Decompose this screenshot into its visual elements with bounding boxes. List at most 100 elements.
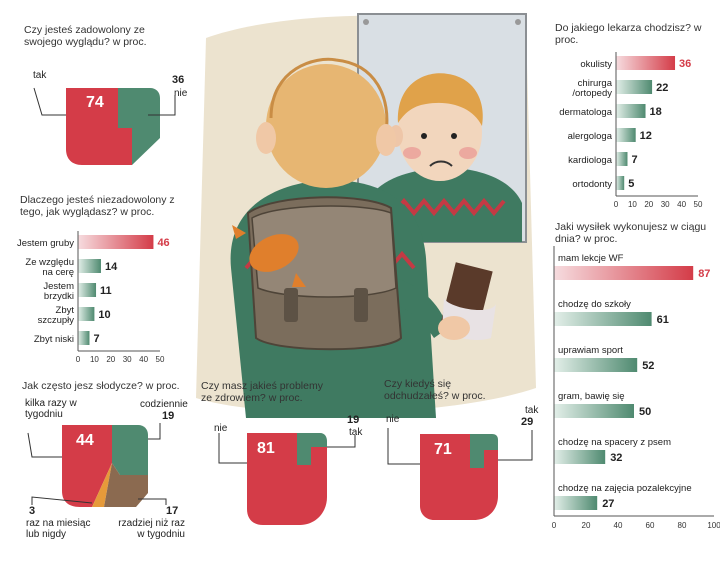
category-label: Zbyt [56, 305, 75, 316]
satisfaction-title: Czy jesteś zadowolony ze swojego wyglądu… [24, 24, 147, 48]
satisfaction-yes-value: 74 [86, 94, 104, 111]
bar [554, 496, 598, 510]
value-label: 5 [628, 178, 634, 190]
category-label: Jestem [43, 281, 74, 292]
value-label: 22 [656, 82, 668, 94]
bar [78, 307, 95, 321]
pie-slice-nie [247, 433, 327, 525]
value-label: 11 [100, 285, 112, 297]
why-unhappy-title: Dlaczego jesteś niezadowolony z tego, ja… [20, 194, 175, 218]
sweets-value-3: 3 [29, 505, 36, 517]
diet-yes-label: tak [525, 405, 539, 416]
category-label: brzydki [44, 291, 74, 302]
tick-label: 0 [76, 355, 81, 364]
activity-title: Jaki wysiłek wykonujesz w ciągu dnia? w … [555, 221, 707, 245]
satisfaction-yes-label: tak [33, 70, 47, 81]
value-label: 61 [657, 314, 669, 326]
tick-label: 50 [694, 200, 703, 209]
pie-slice-nie [118, 88, 160, 165]
value-label: 14 [105, 261, 118, 273]
diet-title: Czy kiedyś się odchudzałeś? w proc. [384, 378, 486, 402]
tick-label: 40 [139, 355, 148, 364]
health-no-value: 81 [257, 440, 275, 457]
tick-label: 10 [628, 200, 637, 209]
category-label: Ze względu [25, 257, 74, 268]
category-label: uprawiam sport [558, 345, 623, 356]
tick-label: 30 [661, 200, 670, 209]
health-no-label: nie [214, 423, 228, 434]
health-title: Czy masz jakieś problemy ze zdrowiem? w … [201, 380, 323, 404]
tick-label: 100 [707, 521, 720, 530]
tick-label: 40 [614, 521, 623, 530]
tick-label: 0 [614, 200, 619, 209]
category-label: kardiologa [568, 155, 613, 166]
mirror [357, 13, 527, 243]
diet-no-value: 71 [434, 441, 452, 458]
backpack [232, 196, 403, 351]
value-label: 7 [631, 154, 637, 166]
diet-pie: 71 [387, 428, 533, 520]
value-label: 7 [93, 333, 99, 345]
tick-label: 10 [90, 355, 99, 364]
tick-label: 80 [678, 521, 687, 530]
pie-slice-nie [420, 434, 498, 520]
bar [554, 358, 638, 372]
tick-label: 30 [123, 355, 132, 364]
bar [554, 450, 606, 464]
sweets-label-4: rzadziej niż raz w tygodniu [118, 518, 185, 540]
value-label: 50 [639, 406, 651, 418]
chocolate [438, 262, 496, 341]
tick-label: 20 [582, 521, 591, 530]
sweets-value-1: 44 [76, 432, 94, 449]
diet-no-label: nie [386, 414, 400, 425]
tick-label: 20 [106, 355, 115, 364]
bar [616, 104, 646, 118]
value-label: 10 [98, 309, 110, 321]
pie-slice-tak [297, 433, 327, 465]
health-yes-value: 19 [347, 414, 360, 426]
tick-label: 40 [677, 200, 686, 209]
value-label: 18 [650, 106, 662, 118]
sweets-label-3: raz na miesiąc lub nigdy [26, 518, 91, 540]
category-label: szczupły [38, 315, 75, 326]
pie-slice-tak [66, 88, 132, 165]
bar [78, 283, 97, 297]
value-label: 12 [640, 130, 652, 142]
value-label: 46 [157, 237, 169, 249]
activity-chart: mam lekcje WF 87 chodzę do szkoły 61 uprawia… [552, 246, 720, 530]
sweets-title: Jak często jesz słodycze? w proc. [22, 380, 180, 392]
pie-slice-tak [470, 434, 498, 468]
sweets-value-2: 19 [162, 410, 175, 422]
pie-slice-kilka-razy [62, 425, 112, 507]
pie-slice-raz-na-miesiac [92, 463, 112, 507]
tick-label: 60 [646, 521, 655, 530]
bar [78, 331, 90, 345]
tick-label: 0 [552, 521, 557, 530]
bar [616, 176, 625, 190]
category-label: Jestem gruby [17, 238, 74, 249]
category-label: gram, bawię się [558, 391, 625, 402]
category-label: chirurga [578, 78, 613, 89]
bar [616, 152, 628, 166]
bar [78, 235, 154, 249]
satisfaction-no-value: 36 [172, 74, 185, 86]
value-label: 52 [642, 360, 654, 372]
doctor-title: Do jakiego lekarza chodzisz? w proc. [555, 22, 702, 46]
bar [616, 56, 676, 70]
diet-yes-value: 29 [521, 416, 534, 428]
category-label: chodzę na zajęcia pozalekcyjne [558, 483, 692, 494]
category-label: na cerę [42, 267, 74, 278]
doctor-chart: okulisty 36 chirurga/ortopedy 22 dermatologa… [559, 52, 703, 209]
tick-label: 50 [156, 355, 165, 364]
tick-label: 20 [644, 200, 653, 209]
bar [616, 80, 653, 94]
sweets-value-4: 17 [166, 505, 179, 517]
health-yes-label: tak [349, 427, 363, 438]
value-label: 27 [602, 498, 614, 510]
value-label: 87 [698, 268, 710, 280]
pie-slice-codziennie [112, 425, 148, 475]
boy-mirror-illustration [186, 8, 542, 423]
bar [78, 259, 101, 273]
bar [616, 128, 636, 142]
